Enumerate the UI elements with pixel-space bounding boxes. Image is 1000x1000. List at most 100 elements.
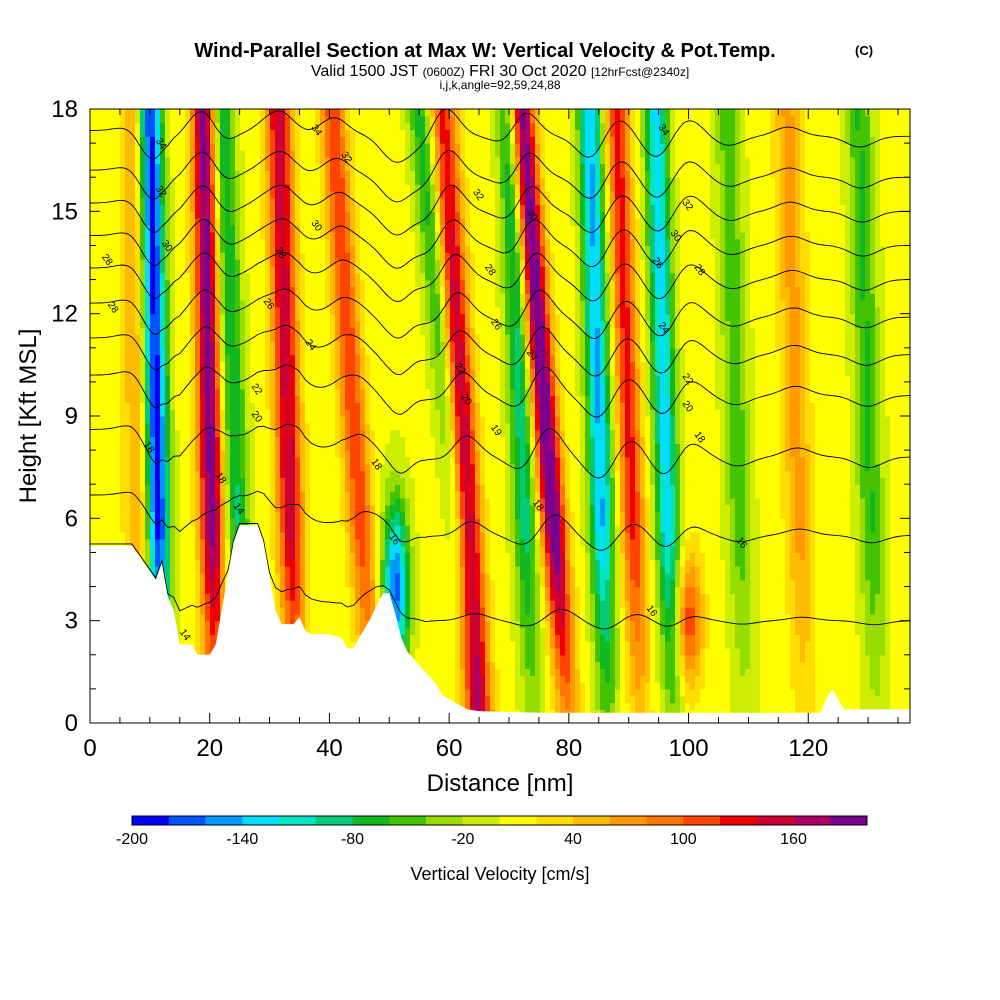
velocity-cell (575, 586, 581, 670)
velocity-cell (450, 306, 456, 342)
velocity-cell (445, 306, 451, 328)
velocity-cell (100, 109, 106, 723)
velocity-cell (435, 354, 441, 410)
velocity-cell (330, 265, 336, 315)
velocity-cell (780, 115, 786, 301)
velocity-cell (725, 504, 731, 649)
terrain-mask (90, 525, 910, 723)
velocity-cell (340, 136, 346, 178)
velocity-cell (540, 627, 546, 723)
isentrope-16 (90, 490, 910, 551)
velocity-cell (340, 334, 346, 376)
velocity-cell (535, 218, 541, 240)
velocity-cell (515, 218, 521, 233)
velocity-cell (730, 109, 736, 499)
velocity-cell (445, 252, 451, 281)
velocity-cell (635, 491, 641, 588)
velocity-cell (640, 109, 646, 158)
velocity-cell (645, 170, 651, 247)
velocity-cell (855, 327, 861, 485)
velocity-cell (405, 552, 411, 629)
velocity-cell (290, 286, 296, 356)
velocity-cell (425, 109, 431, 117)
velocity-cell (560, 552, 566, 629)
velocity-cell (445, 109, 451, 131)
velocity-cell (435, 163, 441, 192)
velocity-cell (855, 484, 861, 635)
velocity-cell (610, 238, 616, 281)
velocity-cell (635, 109, 641, 219)
velocity-cell (550, 334, 556, 356)
velocity-cell (600, 163, 606, 212)
velocity-cell (340, 109, 346, 137)
velocity-cell (800, 661, 806, 723)
velocity-cell (335, 109, 341, 260)
velocity-cell (345, 252, 351, 410)
velocity-cell (160, 497, 166, 540)
velocity-cell (210, 184, 216, 233)
velocity-cell (600, 497, 606, 526)
velocity-cell (435, 109, 441, 137)
velocity-cell (730, 497, 736, 594)
velocity-cell (160, 204, 166, 274)
velocity-cell (605, 641, 611, 683)
velocity-cell (555, 456, 561, 478)
velocity-cell (145, 538, 151, 588)
velocity-cell (890, 109, 896, 723)
velocity-cell (170, 177, 176, 410)
velocity-cell (735, 566, 741, 649)
velocity-cell (355, 600, 361, 635)
velocity-cell (625, 559, 631, 601)
velocity-cell (385, 109, 391, 444)
velocity-cell (785, 613, 791, 723)
velocity-cell (520, 272, 526, 294)
velocity-cell (845, 109, 851, 144)
velocity-cell (510, 109, 516, 131)
colorbar-swatch (462, 816, 500, 825)
subtitle-valid: Valid 1500 JST (311, 63, 419, 80)
velocity-cell (440, 443, 446, 519)
velocity-cell (360, 388, 366, 431)
velocity-cell (525, 293, 531, 308)
velocity-cell (555, 416, 561, 438)
subtitle-date: FRI 30 Oct 2020 (469, 63, 586, 80)
velocity-cell (625, 456, 631, 533)
velocity-cell (295, 456, 301, 615)
velocity-cell (605, 682, 611, 723)
velocity-cell (385, 518, 391, 540)
velocity-cell (440, 245, 446, 267)
velocity-cell (800, 456, 806, 560)
velocity-cell (545, 654, 551, 723)
velocity-cell (670, 272, 676, 349)
velocity-cell (330, 381, 336, 723)
velocity-cell (520, 538, 526, 581)
velocity-cell (615, 375, 621, 424)
velocity-cell (640, 361, 646, 438)
velocity-cell (525, 368, 531, 390)
velocity-cell (700, 552, 706, 594)
velocity-cell (560, 109, 566, 383)
velocity-cell (140, 327, 146, 403)
velocity-cell (540, 497, 546, 513)
velocity-cell (285, 184, 291, 267)
velocity-cell (230, 136, 236, 226)
velocity-cell (515, 518, 521, 567)
velocity-cell (555, 593, 561, 615)
velocity-cell (400, 497, 406, 513)
velocity-cell (275, 306, 281, 369)
velocity-cell (540, 300, 546, 322)
velocity-cell (285, 566, 291, 601)
velocity-cell (450, 402, 456, 431)
velocity-cell (210, 579, 216, 608)
velocity-cell (515, 252, 521, 281)
velocity-cell (165, 279, 171, 376)
velocity-cell (535, 143, 541, 165)
velocity-cell (575, 668, 581, 723)
velocity-cell (400, 436, 406, 478)
velocity-cell (445, 347, 451, 369)
velocity-cell (790, 456, 796, 581)
velocity-cell (460, 518, 466, 567)
velocity-cell (485, 695, 491, 723)
y-tick-label: 6 (65, 505, 78, 532)
velocity-cell (220, 177, 226, 253)
